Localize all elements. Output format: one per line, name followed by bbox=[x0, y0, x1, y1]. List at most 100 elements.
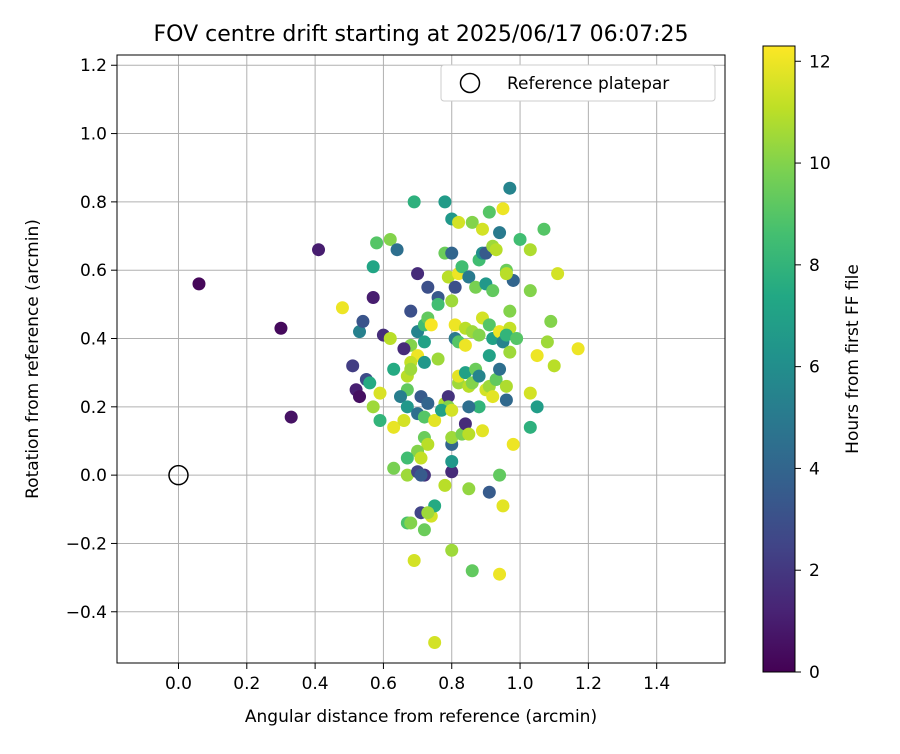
data-point bbox=[417, 523, 431, 537]
y-tick-label: −0.2 bbox=[66, 534, 107, 554]
data-point bbox=[414, 451, 428, 465]
x-tick-label: 1.0 bbox=[507, 674, 534, 694]
data-point bbox=[394, 390, 408, 404]
data-point bbox=[462, 427, 476, 441]
data-point bbox=[390, 243, 404, 257]
data-point bbox=[417, 355, 431, 369]
data-point bbox=[445, 543, 459, 557]
data-point bbox=[353, 390, 367, 404]
data-point bbox=[496, 499, 510, 513]
data-point bbox=[366, 400, 380, 414]
data-point bbox=[489, 372, 503, 386]
data-point bbox=[448, 318, 462, 332]
data-point bbox=[411, 267, 425, 281]
y-tick-label: 0.0 bbox=[80, 466, 107, 486]
data-point bbox=[547, 359, 561, 373]
data-point bbox=[465, 215, 479, 229]
data-point bbox=[421, 506, 435, 520]
data-point bbox=[462, 482, 476, 496]
x-tick-label: 0.0 bbox=[165, 674, 192, 694]
data-point bbox=[523, 420, 537, 434]
data-point bbox=[499, 379, 513, 393]
data-point bbox=[523, 243, 537, 257]
y-tick-label: 0.6 bbox=[80, 261, 107, 281]
data-point bbox=[438, 195, 452, 209]
data-points bbox=[192, 181, 585, 650]
colorbar-tick-label: 12 bbox=[809, 52, 831, 72]
data-point bbox=[373, 413, 387, 427]
data-point bbox=[407, 554, 421, 568]
data-point bbox=[387, 362, 401, 376]
data-point bbox=[445, 454, 459, 468]
data-point bbox=[482, 349, 496, 363]
data-point bbox=[523, 386, 537, 400]
data-point bbox=[414, 468, 428, 482]
data-point bbox=[499, 328, 513, 342]
data-point bbox=[428, 636, 442, 650]
colorbar-tick-label: 10 bbox=[809, 154, 831, 174]
colorbar-gradient bbox=[762, 45, 796, 673]
data-point bbox=[445, 403, 459, 417]
x-tick-label: 0.2 bbox=[233, 674, 260, 694]
data-point bbox=[499, 267, 513, 281]
data-point bbox=[486, 390, 500, 404]
data-point bbox=[424, 318, 438, 332]
data-point bbox=[438, 478, 452, 492]
colorbar-tick-label: 8 bbox=[809, 256, 820, 276]
data-point bbox=[482, 318, 496, 332]
data-point bbox=[356, 314, 370, 328]
data-point bbox=[448, 280, 462, 294]
data-point bbox=[537, 222, 551, 236]
data-point bbox=[363, 376, 377, 390]
data-point bbox=[475, 222, 489, 236]
data-point bbox=[441, 270, 455, 284]
data-point bbox=[493, 567, 507, 581]
data-point bbox=[499, 393, 513, 407]
data-point bbox=[346, 359, 360, 373]
data-point bbox=[530, 349, 544, 363]
data-point bbox=[465, 564, 479, 578]
data-point bbox=[366, 260, 380, 274]
data-point bbox=[445, 465, 459, 479]
x-tick-label: 0.6 bbox=[370, 674, 397, 694]
data-point bbox=[441, 390, 455, 404]
data-point bbox=[472, 400, 486, 414]
data-point bbox=[462, 400, 476, 414]
data-point bbox=[383, 232, 397, 246]
data-point bbox=[383, 332, 397, 346]
y-tick-label: 0.2 bbox=[80, 398, 107, 418]
data-point bbox=[400, 400, 414, 414]
x-tick-label: 1.4 bbox=[643, 674, 670, 694]
data-point bbox=[503, 181, 517, 195]
data-point bbox=[482, 485, 496, 499]
data-point bbox=[434, 403, 448, 417]
y-tick-label: 1.0 bbox=[80, 125, 107, 145]
data-point bbox=[284, 410, 298, 424]
y-axis-label: Rotation from reference (arcmin) bbox=[23, 219, 43, 499]
data-point bbox=[493, 226, 507, 240]
data-point bbox=[421, 396, 435, 410]
data-point bbox=[353, 325, 367, 339]
legend-box bbox=[440, 64, 716, 102]
data-point bbox=[510, 332, 524, 346]
data-point bbox=[400, 451, 414, 465]
data-point bbox=[493, 468, 507, 482]
data-point bbox=[458, 366, 472, 380]
data-point bbox=[513, 232, 527, 246]
data-point bbox=[445, 246, 459, 260]
plot-frame bbox=[116, 54, 726, 664]
data-point bbox=[493, 362, 507, 376]
data-point bbox=[445, 431, 459, 445]
data-point bbox=[503, 304, 517, 318]
reference-point bbox=[168, 464, 189, 486]
data-point bbox=[445, 294, 459, 308]
data-point bbox=[571, 342, 585, 356]
data-point bbox=[486, 284, 500, 298]
data-point bbox=[452, 215, 466, 229]
data-point bbox=[455, 260, 469, 274]
chart-title: FOV centre drift starting at 2025/06/17 … bbox=[154, 22, 689, 47]
colorbar-tick-label: 4 bbox=[809, 459, 820, 479]
data-point bbox=[192, 277, 206, 291]
data-point bbox=[506, 437, 520, 451]
